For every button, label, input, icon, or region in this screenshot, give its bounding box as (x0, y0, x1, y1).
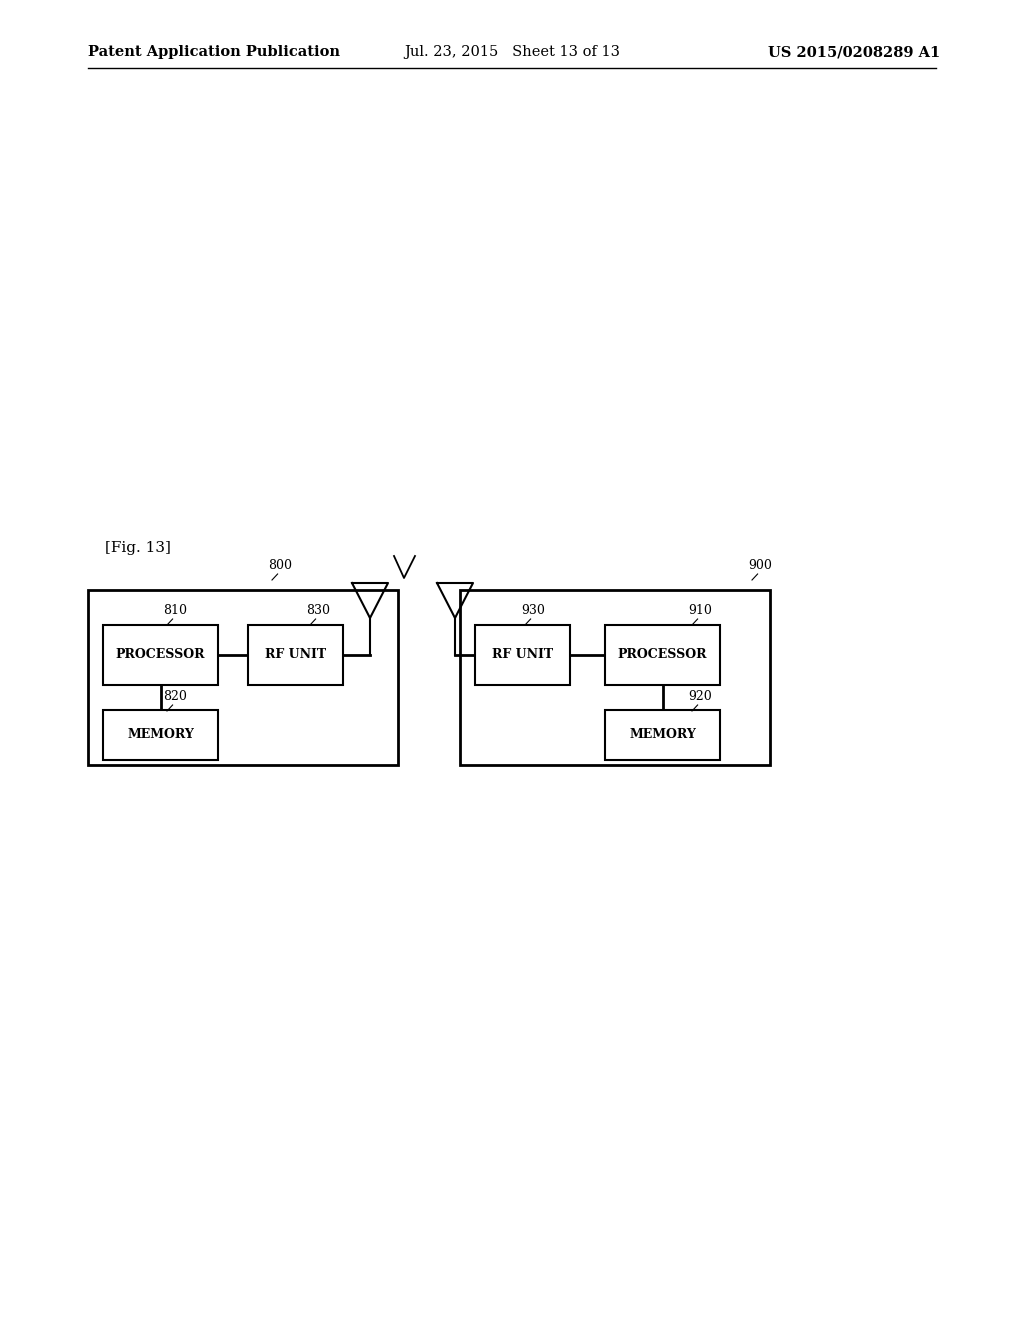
Text: 910: 910 (688, 605, 712, 616)
Text: MEMORY: MEMORY (127, 729, 194, 742)
Text: RF UNIT: RF UNIT (492, 648, 553, 661)
Text: 830: 830 (306, 605, 330, 616)
Text: Patent Application Publication: Patent Application Publication (88, 45, 340, 59)
Text: 920: 920 (688, 690, 712, 704)
Bar (475, 624, 570, 685)
Text: 930: 930 (521, 605, 545, 616)
Text: Jul. 23, 2015   Sheet 13 of 13: Jul. 23, 2015 Sheet 13 of 13 (404, 45, 620, 59)
Bar (605, 710, 720, 760)
Bar (248, 624, 343, 685)
Text: MEMORY: MEMORY (629, 729, 696, 742)
Text: 900: 900 (749, 558, 772, 572)
Bar (103, 710, 218, 760)
Bar (605, 624, 720, 685)
Bar (88, 590, 398, 766)
Bar (460, 590, 770, 766)
Text: 820: 820 (163, 690, 187, 704)
Text: 800: 800 (268, 558, 292, 572)
Bar (103, 624, 218, 685)
Text: US 2015/0208289 A1: US 2015/0208289 A1 (768, 45, 940, 59)
Text: [Fig. 13]: [Fig. 13] (105, 541, 171, 554)
Text: PROCESSOR: PROCESSOR (617, 648, 708, 661)
Text: RF UNIT: RF UNIT (265, 648, 326, 661)
Text: 810: 810 (163, 605, 187, 616)
Text: PROCESSOR: PROCESSOR (116, 648, 205, 661)
